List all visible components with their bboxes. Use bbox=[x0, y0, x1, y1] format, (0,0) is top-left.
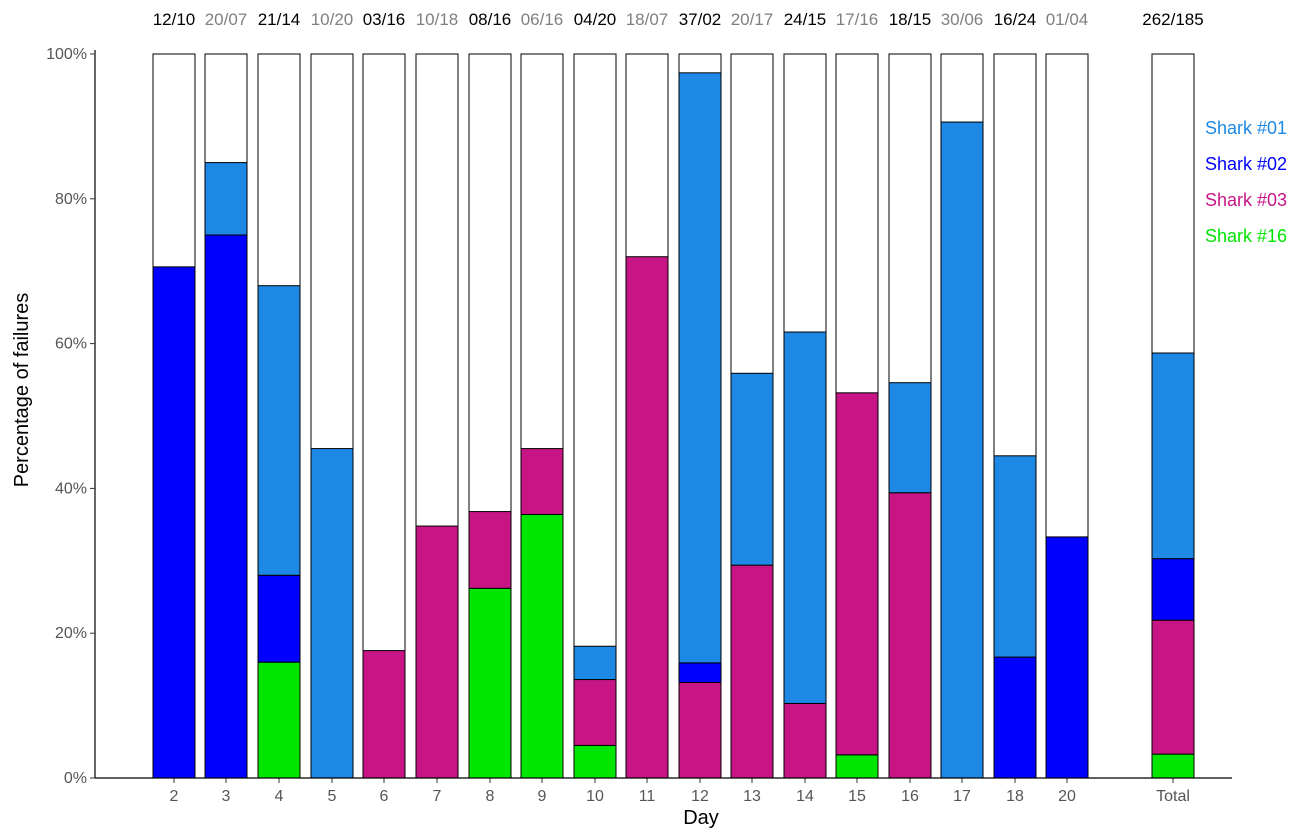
bar-segment-shark01-18 bbox=[993, 455, 1037, 658]
bar-segment-shark03-14 bbox=[783, 702, 827, 779]
bar-segment-shark01-3 bbox=[204, 162, 248, 236]
bar-segment-shark16-8 bbox=[468, 587, 512, 779]
bar-segment-shark03-10 bbox=[573, 679, 617, 746]
top-label-2: 12/10 bbox=[153, 10, 196, 29]
legend: Shark #01 Shark #02 Shark #03 Shark #16 bbox=[1205, 118, 1287, 246]
top-label-Total: 262/185 bbox=[1142, 10, 1203, 29]
y-tick-label-3: 60% bbox=[55, 336, 87, 353]
top-label-16: 18/15 bbox=[889, 10, 932, 29]
bar-segment-shark03-6 bbox=[362, 650, 406, 779]
top-label-14: 24/15 bbox=[784, 10, 827, 29]
bar-segment-shark03-7 bbox=[415, 525, 459, 779]
x-tick-label-7: 7 bbox=[433, 788, 442, 805]
x-tick-label-Total: Total bbox=[1156, 788, 1190, 805]
axes-group: 2 3 4 5 6 7 8 9 10 11 12 13 14 15 16 17 18 20 Total 0% 20% 40… bbox=[46, 46, 1232, 805]
y-axis-title: Percentage of failures bbox=[11, 293, 33, 488]
bar-segment-shark01-10 bbox=[573, 645, 617, 681]
top-label-4: 21/14 bbox=[258, 10, 301, 29]
bar-segment-shark01-Total bbox=[1151, 352, 1195, 560]
x-tick-label-9: 9 bbox=[538, 788, 547, 805]
y-tick-label-5: 100% bbox=[46, 46, 87, 63]
bar-segment-shark16-15 bbox=[835, 754, 879, 779]
x-tick-label-14: 14 bbox=[796, 788, 814, 805]
x-tick-label-11: 11 bbox=[639, 788, 656, 805]
x-tick-label-5: 5 bbox=[328, 788, 337, 805]
top-label-10: 04/20 bbox=[574, 10, 617, 29]
bar-segment-shark16-10 bbox=[573, 744, 617, 779]
bar-segment-shark16-9 bbox=[520, 513, 564, 779]
bar-segment-shark02-20 bbox=[1045, 536, 1089, 779]
bar-segment-shark01-12 bbox=[678, 72, 722, 664]
bar-segment-shark01-16 bbox=[888, 382, 932, 494]
bar-segment-shark03-16 bbox=[888, 492, 932, 779]
x-tick-label-15: 15 bbox=[848, 788, 866, 805]
top-label-20: 01/04 bbox=[1046, 10, 1089, 29]
bar-segment-shark03-Total bbox=[1151, 619, 1195, 755]
bar-segment-shark03-12 bbox=[678, 681, 722, 779]
bar-segment-shark03-9 bbox=[520, 448, 564, 515]
y-tick-label-0: 0% bbox=[64, 770, 87, 787]
x-tick-label-2: 2 bbox=[170, 788, 179, 805]
bar-segment-shark01-14 bbox=[783, 331, 827, 704]
x-tick-label-13: 13 bbox=[743, 788, 761, 805]
bar-segment-shark01-5 bbox=[310, 448, 354, 779]
bar-segment-shark02-18 bbox=[993, 656, 1037, 779]
top-label-7: 10/18 bbox=[416, 10, 459, 29]
top-label-12: 37/02 bbox=[679, 10, 722, 29]
bars-group bbox=[152, 53, 1195, 779]
top-label-5: 10/20 bbox=[311, 10, 354, 29]
x-tick-label-6: 6 bbox=[380, 788, 389, 805]
top-label-9: 06/16 bbox=[521, 10, 564, 29]
bar-segment-shark02-4 bbox=[257, 574, 301, 663]
bar-segment-shark01-4 bbox=[257, 285, 301, 576]
legend-entry-shark03: Shark #03 bbox=[1205, 190, 1287, 210]
legend-entry-shark02: Shark #02 bbox=[1205, 154, 1287, 174]
bar-segment-shark01-17 bbox=[940, 121, 984, 779]
top-label-17: 30/06 bbox=[941, 10, 984, 29]
top-label-18: 16/24 bbox=[994, 10, 1037, 29]
bar-segment-shark02-Total bbox=[1151, 558, 1195, 621]
x-tick-label-4: 4 bbox=[275, 788, 284, 805]
x-tick-label-10: 10 bbox=[586, 788, 604, 805]
bar-segment-shark03-15 bbox=[835, 392, 879, 756]
top-label-8: 08/16 bbox=[469, 10, 512, 29]
x-tick-label-8: 8 bbox=[486, 788, 495, 805]
bar-segment-shark16-4 bbox=[257, 661, 301, 779]
top-label-15: 17/16 bbox=[836, 10, 879, 29]
x-tick-label-16: 16 bbox=[901, 788, 919, 805]
bar-segment-shark03-13 bbox=[730, 564, 774, 779]
bar-segment-shark02-3 bbox=[204, 234, 248, 779]
y-tick-label-2: 40% bbox=[55, 480, 87, 497]
bar-segment-shark03-8 bbox=[468, 511, 512, 589]
legend-entry-shark01: Shark #01 bbox=[1205, 118, 1287, 138]
top-label-3: 20/07 bbox=[205, 10, 248, 29]
bar-segment-shark02-2 bbox=[152, 266, 196, 779]
x-tick-label-3: 3 bbox=[222, 788, 231, 805]
x-tick-label-20: 20 bbox=[1058, 788, 1076, 805]
bar-segment-shark03-11 bbox=[625, 256, 669, 779]
bar-segment-shark01-13 bbox=[730, 372, 774, 566]
legend-entry-shark16: Shark #16 bbox=[1205, 226, 1287, 246]
y-tick-label-4: 80% bbox=[55, 191, 87, 208]
x-tick-label-18: 18 bbox=[1006, 788, 1024, 805]
bar-segment-shark02-12 bbox=[678, 662, 722, 683]
x-axis-title: Day bbox=[683, 807, 719, 829]
x-tick-label-12: 12 bbox=[691, 788, 709, 805]
x-tick-label-17: 17 bbox=[953, 788, 971, 805]
top-label-11: 18/07 bbox=[626, 10, 669, 29]
bar-segment-shark16-Total bbox=[1151, 753, 1195, 779]
top-label-13: 20/17 bbox=[731, 10, 774, 29]
top-label-6: 03/16 bbox=[363, 10, 406, 29]
top-labels-group: 12/10 20/07 21/14 10/20 03/16 10/18 08/16 06/16… bbox=[153, 10, 1204, 29]
y-tick-label-1: 20% bbox=[55, 625, 87, 642]
